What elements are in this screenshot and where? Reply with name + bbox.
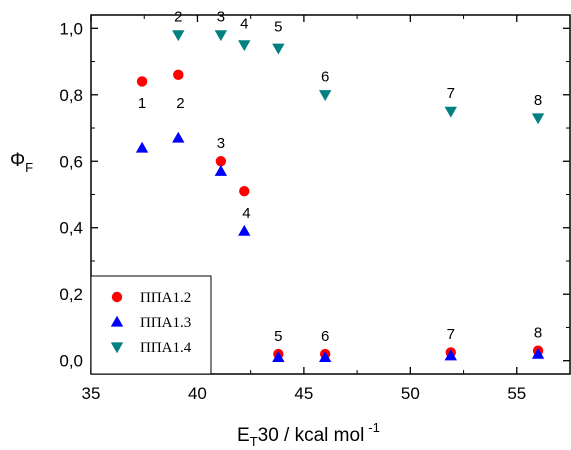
point-number-label: 7 bbox=[447, 326, 455, 343]
point-number-label: 4 bbox=[242, 205, 250, 222]
y-tick-label: 0,4 bbox=[59, 219, 83, 238]
data-point-series-2 bbox=[444, 349, 457, 361]
data-point-series-2 bbox=[214, 165, 228, 176]
legend bbox=[90, 275, 212, 375]
legend-marker-series-2 bbox=[110, 315, 124, 327]
point-number-label: 6 bbox=[321, 68, 329, 85]
x-tick-label: 35 bbox=[82, 384, 101, 403]
point-number-label: 1 bbox=[138, 95, 146, 112]
x-tick-label: 55 bbox=[507, 384, 526, 403]
point-number-label: 6 bbox=[321, 328, 329, 345]
point-number-label: 8 bbox=[534, 324, 542, 341]
y-tick-label: 0,8 bbox=[59, 86, 83, 105]
x-tick-label: 45 bbox=[294, 384, 313, 403]
data-point-series-1 bbox=[239, 185, 250, 197]
point-number-label: 5 bbox=[274, 328, 282, 345]
points-layer bbox=[135, 30, 545, 363]
data-point-series-2 bbox=[172, 131, 185, 143]
y-tick-label: 0,0 bbox=[59, 352, 83, 371]
point-number-label: 3 bbox=[217, 135, 225, 152]
point-number-label: 5 bbox=[274, 19, 282, 36]
point-number-label: 2 bbox=[176, 95, 184, 112]
data-point-series-3 bbox=[531, 113, 545, 125]
legend-marker-series-3 bbox=[110, 342, 124, 354]
point-number-label: 2 bbox=[174, 9, 182, 26]
legend-marker-series-1 bbox=[111, 291, 123, 303]
data-point-series-2 bbox=[238, 224, 251, 236]
data-point-series-3 bbox=[318, 90, 332, 101]
data-point-series-3 bbox=[238, 40, 251, 52]
data-point-series-1 bbox=[215, 156, 227, 167]
y-tick-label: 0,6 bbox=[59, 152, 83, 171]
data-point-series-2 bbox=[318, 351, 332, 363]
legend-box bbox=[90, 275, 212, 375]
x-tick-label: 50 bbox=[401, 384, 420, 403]
legend-label-series-3: ППА1.4 bbox=[140, 340, 192, 356]
data-point-series-3 bbox=[272, 43, 285, 55]
data-point-series-1 bbox=[136, 76, 148, 87]
data-point-series-3 bbox=[444, 106, 457, 118]
legend-label-series-1: ППА1.2 bbox=[140, 290, 191, 306]
legend-items-layer: ППА1.2 ППА1.3 ППА1.4 bbox=[110, 290, 192, 356]
data-point-series-3 bbox=[172, 30, 185, 42]
x-axis-label: ET30 / kcal mol -1 bbox=[237, 420, 380, 449]
data-point-series-3 bbox=[214, 30, 228, 42]
y-tick-label: 1,0 bbox=[59, 19, 83, 38]
point-number-label: 7 bbox=[447, 85, 455, 102]
axis-labels-layer: ΦF ET30 / kcal mol -1 bbox=[10, 150, 380, 449]
x-tick-label: 40 bbox=[188, 384, 207, 403]
data-point-series-2 bbox=[272, 351, 285, 363]
data-point-series-1 bbox=[173, 69, 184, 81]
point-number-label: 4 bbox=[240, 15, 248, 32]
point-number-label: 3 bbox=[217, 9, 225, 26]
y-axis-label: ΦF bbox=[10, 150, 33, 175]
point-number-label: 8 bbox=[534, 92, 542, 109]
legend-label-series-2: ППА1.3 bbox=[140, 315, 191, 331]
axes-layer: 35 40 45 50 550,00,20,40,60,81,0 bbox=[59, 14, 571, 403]
y-tick-label: 0,2 bbox=[59, 285, 83, 304]
data-point-series-2 bbox=[531, 347, 545, 359]
data-point-series-2 bbox=[135, 141, 149, 153]
